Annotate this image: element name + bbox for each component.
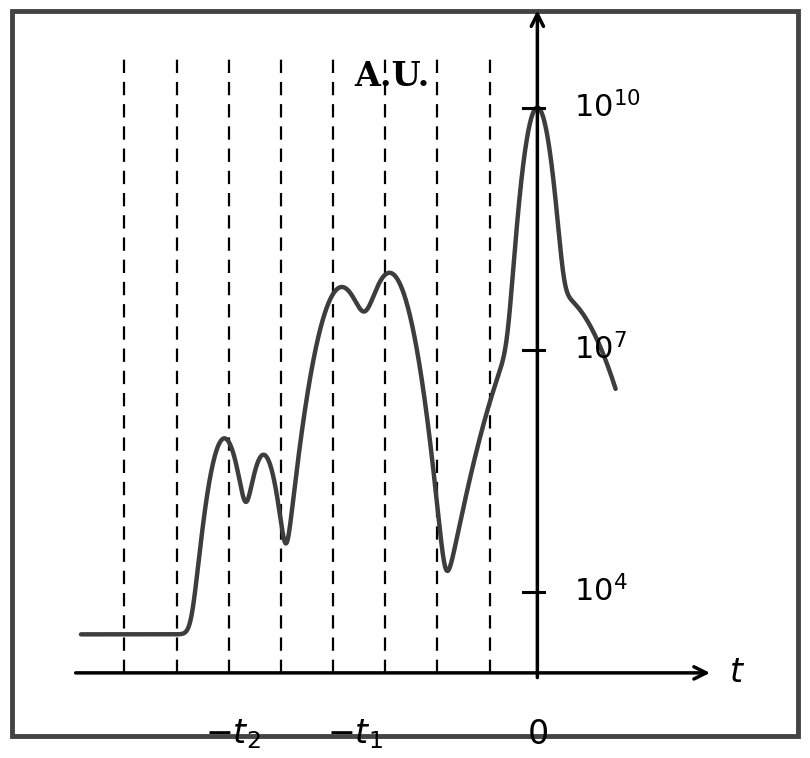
Text: $10^4$: $10^4$ (573, 576, 628, 609)
Text: $-t_2$: $-t_2$ (205, 718, 261, 751)
Text: $t$: $t$ (729, 656, 745, 689)
Text: $10^{10}$: $10^{10}$ (573, 92, 641, 124)
Text: $10^7$: $10^7$ (573, 334, 627, 366)
Text: $0$: $0$ (526, 718, 548, 750)
Text: A.U.: A.U. (354, 60, 429, 92)
Text: $-t_1$: $-t_1$ (327, 718, 382, 751)
